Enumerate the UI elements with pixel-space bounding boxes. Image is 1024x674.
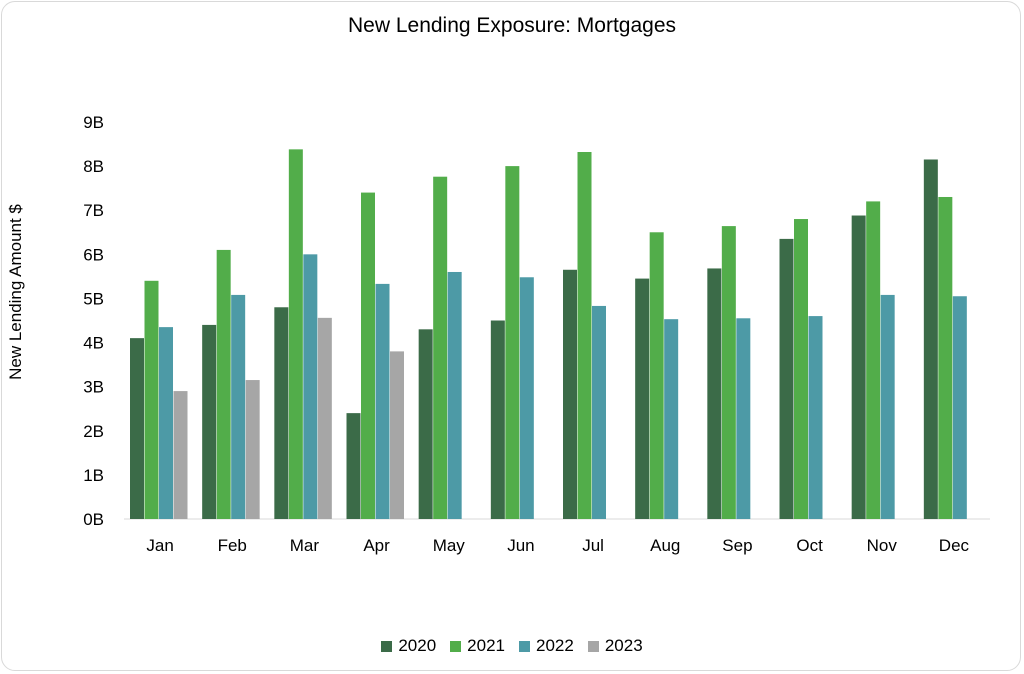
legend-item-2021: 2021 — [450, 636, 505, 656]
bar-2021-dec — [938, 196, 953, 520]
bar-2023-mar — [317, 317, 332, 519]
chart-title: New Lending Exposure: Mortgages — [347, 14, 677, 37]
legend-label: 2020 — [398, 636, 437, 655]
bar-2021-nov — [866, 201, 881, 519]
bar-2021-apr — [361, 192, 375, 519]
legend-swatch — [519, 640, 530, 652]
bar-2021-may — [433, 176, 448, 519]
bar-2021-oct — [794, 219, 808, 520]
y-tick-label: 5B — [83, 289, 104, 308]
bar-2022-sep — [736, 318, 751, 519]
bar-2020-may — [418, 329, 433, 519]
bar-2020-nov — [851, 215, 866, 519]
y-tick-label: 4B — [83, 334, 104, 353]
y-tick-label: 6B — [83, 245, 104, 264]
bar-2022-jul — [592, 305, 606, 519]
x-tick-label: Nov — [867, 536, 898, 555]
bar-2021-aug — [649, 232, 664, 519]
legend-swatch — [450, 640, 462, 652]
bar-2021-mar — [288, 149, 303, 519]
bar-2020-jun — [490, 320, 505, 519]
bar-2022-jan — [159, 327, 173, 519]
x-tick-label: Feb — [218, 536, 247, 555]
legend-swatch — [587, 640, 599, 652]
bar-2020-apr — [346, 413, 361, 519]
bar-2020-dec — [923, 159, 938, 520]
y-tick-label: 7B — [83, 201, 104, 220]
y-tick-label: 3B — [83, 378, 104, 397]
x-tick-label: Apr — [363, 536, 390, 555]
bar-2022-feb — [231, 294, 246, 519]
bar-2021-sep — [721, 226, 736, 519]
bar-2020-feb — [202, 324, 217, 519]
bar-2021-jul — [577, 152, 592, 519]
legend-item-2020: 2020 — [381, 636, 436, 656]
bar-2022-may — [447, 271, 462, 519]
x-tick-label: Jun — [507, 536, 534, 555]
bar-2020-mar — [274, 307, 289, 519]
legend-label: 2023 — [604, 636, 643, 655]
x-tick-label: Oct — [796, 536, 823, 555]
y-tick-label: 2B — [83, 422, 104, 441]
legend-item-2023: 2023 — [587, 636, 643, 656]
x-tick-label: Jul — [582, 536, 604, 555]
bar-2020-sep — [707, 268, 722, 519]
x-tick-label: Dec — [939, 536, 970, 555]
legend-label: 2022 — [536, 636, 574, 655]
y-tick-label: 8B — [83, 157, 104, 176]
bar-2020-jan — [130, 338, 144, 519]
bar-2022-mar — [303, 254, 318, 519]
bar-2021-jan — [144, 280, 159, 519]
legend-item-2022: 2022 — [519, 636, 574, 656]
bar-2020-aug — [635, 278, 650, 519]
chart-legend: 2020 2021 2022 2023 — [0, 636, 1024, 656]
y-tick-label: 9B — [83, 113, 104, 132]
bar-2021-jun — [505, 166, 520, 520]
bar-2021-feb — [216, 249, 231, 520]
x-tick-label: Jan — [146, 536, 173, 555]
bar-2022-oct — [808, 316, 823, 519]
bar-2023-feb — [245, 380, 260, 519]
bar-2022-apr — [375, 283, 390, 519]
bar-2020-oct — [779, 238, 794, 519]
bar-2022-dec — [952, 296, 967, 519]
bar-2022-nov — [880, 294, 895, 519]
bar-2023-apr — [390, 351, 404, 519]
bar-2020-jul — [563, 269, 577, 519]
legend-label: 2021 — [467, 636, 505, 655]
x-tick-label: May — [433, 536, 466, 555]
bar-2022-jun — [519, 277, 534, 519]
bar-2023-jan — [173, 391, 188, 519]
legend-swatch — [381, 640, 393, 652]
y-tick-label: 0B — [83, 510, 104, 529]
y-tick-label: 1B — [83, 466, 104, 485]
x-tick-label: Aug — [650, 536, 680, 555]
x-tick-label: Sep — [722, 536, 752, 555]
bar-2022-aug — [664, 319, 679, 519]
x-tick-label: Mar — [290, 536, 320, 555]
